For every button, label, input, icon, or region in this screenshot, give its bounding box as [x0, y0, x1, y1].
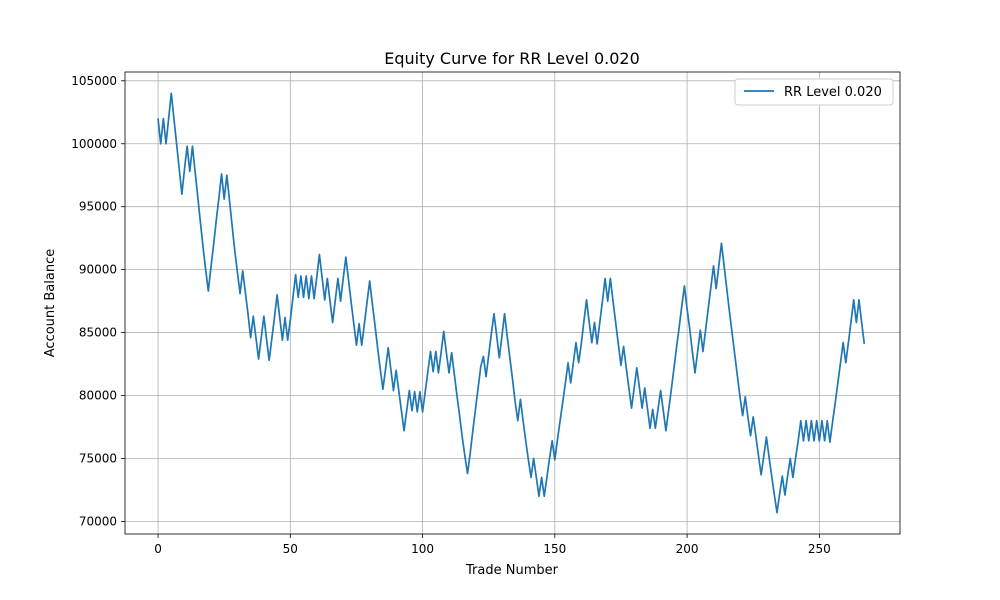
chart-title: Equity Curve for RR Level 0.020: [384, 49, 640, 68]
legend: RR Level 0.020: [734, 78, 894, 106]
y-tick-label: 100000: [71, 137, 117, 151]
y-axis-ticks: 70000 75000 80000 85000 90000 95000 100000 1050…: [71, 74, 125, 528]
series-line-rr-level-0-020: [157, 92, 866, 514]
x-tick-label: 200: [676, 542, 699, 556]
legend-label: RR Level 0.020: [784, 85, 882, 100]
x-tick-label: 0: [154, 542, 162, 556]
x-axis-label: Trade Number: [465, 563, 559, 578]
x-tick-label: 250: [808, 542, 831, 556]
x-tick-label: 100: [411, 542, 434, 556]
y-tick-label: 70000: [79, 514, 117, 528]
y-tick-label: 105000: [71, 74, 117, 88]
y-tick-label: 85000: [79, 326, 117, 340]
legend-box: [734, 78, 894, 106]
x-tick-label: 50: [283, 542, 298, 556]
axes-frame: [124, 71, 901, 535]
x-axis-ticks: 0 50 100 150 200 250: [154, 534, 831, 556]
y-tick-label: 75000: [79, 451, 117, 465]
y-tick-label: 95000: [79, 200, 117, 214]
x-tick-label: 150: [543, 542, 566, 556]
gridlines: [125, 72, 900, 534]
y-tick-label: 80000: [79, 389, 117, 403]
y-tick-label: 90000: [79, 263, 117, 277]
y-axis-label: Account Balance: [43, 249, 58, 357]
